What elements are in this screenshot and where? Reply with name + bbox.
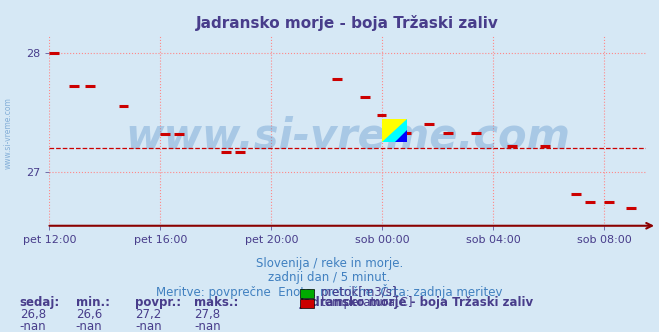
Text: Meritve: povprečne  Enote: metrične  Črta: zadnja meritev: Meritve: povprečne Enote: metrične Črta:… [156, 284, 503, 299]
Text: maks.:: maks.: [194, 296, 239, 309]
Text: 27,2: 27,2 [135, 308, 161, 321]
Text: pretok[m3/s]: pretok[m3/s] [321, 286, 397, 299]
Text: Slovenija / reke in morje.: Slovenija / reke in morje. [256, 257, 403, 270]
Text: 27,8: 27,8 [194, 308, 221, 321]
Text: www.si-vreme.com: www.si-vreme.com [3, 97, 13, 169]
Polygon shape [395, 130, 407, 142]
Text: 26,6: 26,6 [76, 308, 102, 321]
Text: sedaj:: sedaj: [20, 296, 60, 309]
Text: zadnji dan / 5 minut.: zadnji dan / 5 minut. [268, 271, 391, 284]
Text: www.si-vreme.com: www.si-vreme.com [125, 115, 570, 157]
Text: -nan: -nan [194, 320, 221, 332]
Text: -nan: -nan [76, 320, 102, 332]
Text: -nan: -nan [135, 320, 161, 332]
Title: Jadransko morje - boja Tržaski zaliv: Jadransko morje - boja Tržaski zaliv [196, 15, 499, 31]
Text: temperatura[C]: temperatura[C] [321, 296, 413, 309]
Text: 26,8: 26,8 [20, 308, 46, 321]
Text: -nan: -nan [20, 320, 46, 332]
Text: min.:: min.: [76, 296, 110, 309]
Polygon shape [382, 119, 407, 142]
Polygon shape [382, 119, 407, 142]
Text: povpr.:: povpr.: [135, 296, 181, 309]
Text: Jadransko morje - boja Tržaski zaliv: Jadransko morje - boja Tržaski zaliv [300, 296, 534, 309]
